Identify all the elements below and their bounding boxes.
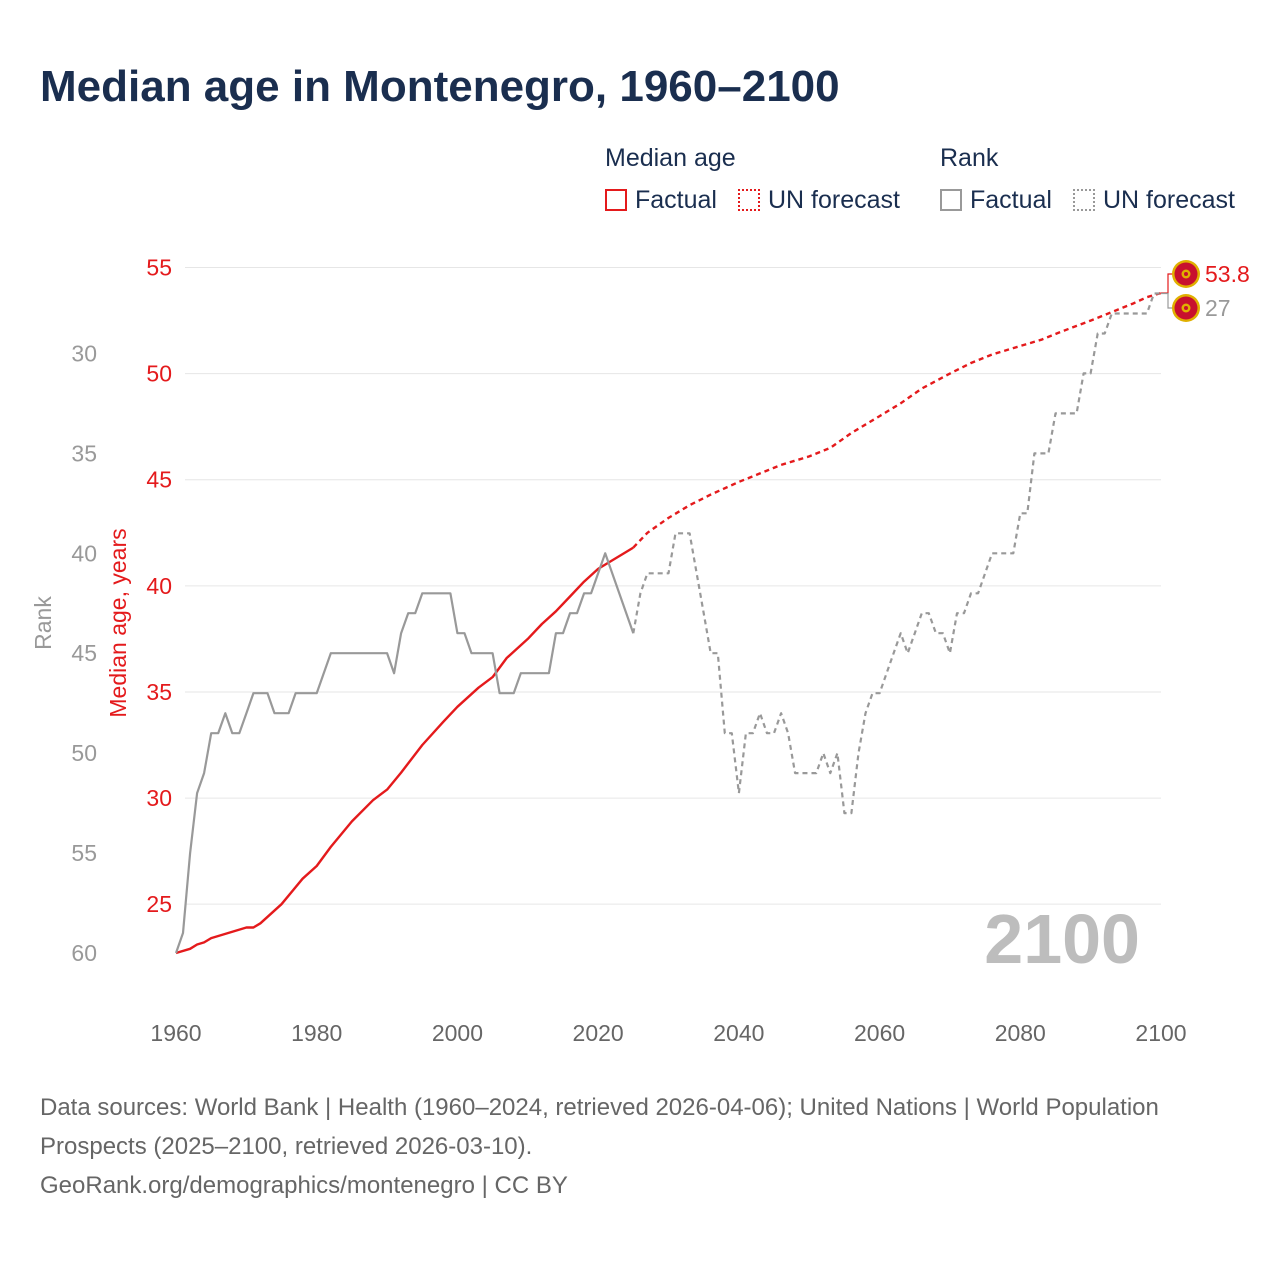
legend-rank-forecast[interactable]: UN forecast [1073,184,1235,216]
legend-median-title: Median age [605,144,736,172]
x-tick-1960: 1960 [150,1020,201,1046]
x-tick-2000: 2000 [432,1020,483,1046]
year-watermark: 2100 [984,900,1140,978]
legend-median-factual-label: Factual [635,185,717,214]
rank-forecast-line [632,292,1161,815]
legend-rank-forecast-label: UN forecast [1103,185,1235,214]
median-end-connector [1161,273,1174,294]
legend-median-forecast[interactable]: UN forecast [738,184,900,216]
median-tick-50: 50 [146,361,172,387]
credit-link[interactable]: GeoRank.org/demographics/montenegro | CC… [40,1172,568,1199]
gridlines [185,267,1161,905]
median-tick-40: 40 [146,573,172,599]
montenegro-flag-icon [1172,260,1200,288]
rank-tick-30: 30 [71,340,97,366]
median-forecast-line [632,291,1162,549]
rank-end-connector [1161,292,1174,309]
gray-solid-swatch-icon [940,189,962,211]
median-axis-title: Median age, years [105,528,131,717]
rank-end-value: 27 [1205,295,1231,321]
rank-tick-60: 60 [71,940,97,966]
legend-median-factual[interactable]: Factual [605,184,717,216]
rank-tick-35: 35 [71,440,97,466]
rank-tick-45: 45 [71,640,97,666]
gray-dotted-swatch-icon [1073,189,1095,211]
series-lines [174,291,1162,955]
median-end-value: 53.8 [1205,261,1250,287]
median-tick-55: 55 [146,255,172,281]
legend-median-forecast-label: UN forecast [768,185,900,214]
legend-rank-title: Rank [940,144,999,172]
axis-labels: 25 30 35 40 45 50 55 30 35 40 45 50 55 60 1960 1980 2000… [30,255,1187,1047]
x-tick-2040: 2040 [713,1020,764,1046]
x-tick-2020: 2020 [573,1020,624,1046]
x-tick-2080: 2080 [995,1020,1046,1046]
median-tick-30: 30 [146,785,172,811]
red-solid-swatch-icon [605,189,627,211]
x-tick-1980: 1980 [291,1020,342,1046]
median-tick-45: 45 [146,467,172,493]
legend-rank-factual-label: Factual [970,185,1052,214]
legend-rank-factual[interactable]: Factual [940,184,1052,216]
data-sources: Data sources: World Bank | Health (1960–… [40,1094,1159,1160]
x-tick-2100: 2100 [1135,1020,1186,1046]
median-tick-35: 35 [146,679,172,705]
montenegro-flag-icon [1172,294,1200,322]
rank-factual-line [174,552,635,954]
rank-axis-title: Rank [30,596,56,650]
rank-tick-40: 40 [71,540,97,566]
end-labels: 53.8 27 [1161,260,1250,322]
red-dotted-swatch-icon [738,189,760,211]
median-factual-line [175,546,634,955]
x-tick-2060: 2060 [854,1020,905,1046]
median-tick-25: 25 [146,891,172,917]
rank-tick-55: 55 [71,840,97,866]
chart-title: Median age in Montenegro, 1960–2100 [40,62,840,111]
footer: Data sources: World Bank | Health (1960–… [40,1088,1220,1205]
rank-tick-50: 50 [71,740,97,766]
